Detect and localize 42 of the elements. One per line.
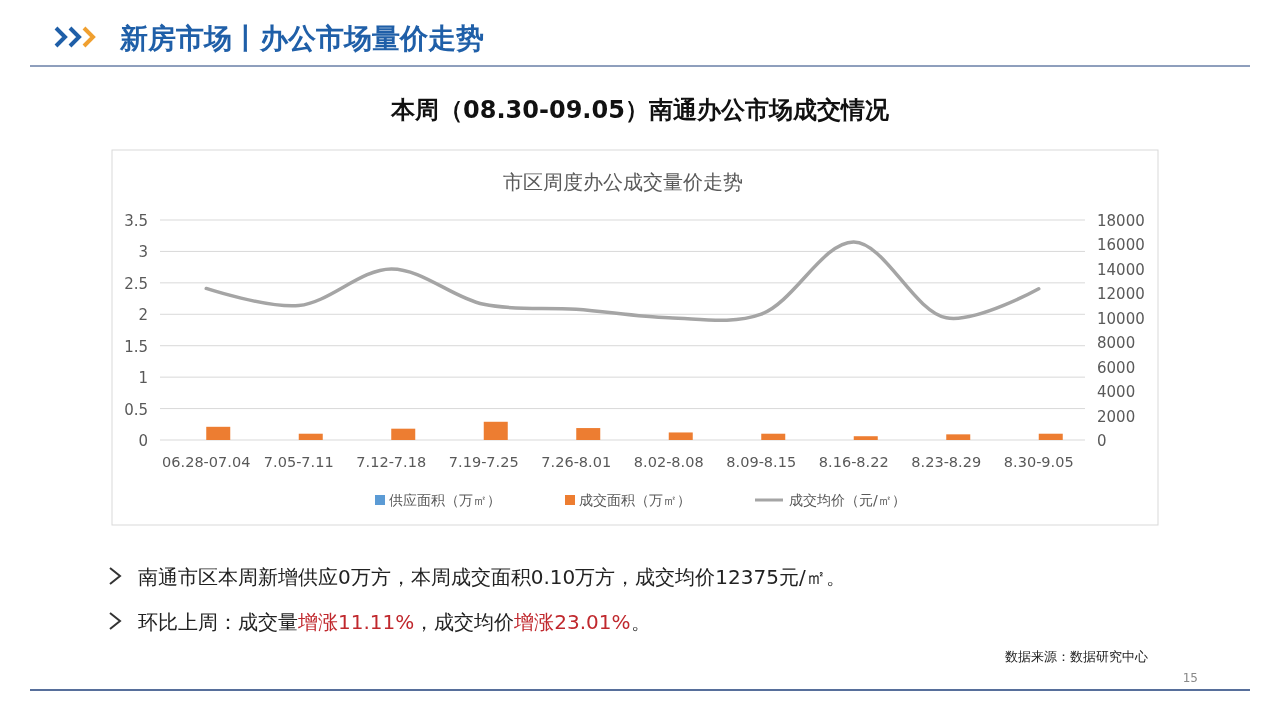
text: 新房市场丨办公市场量价走势: [119, 22, 484, 55]
x-tick-label: 06.28-07.04: [162, 454, 251, 470]
x-tick-label: 7.26-8.01: [541, 454, 612, 470]
y-tick-label: 0: [138, 432, 148, 450]
y2-tick-label: 14000: [1097, 260, 1145, 279]
y-tick-label: 3.5: [124, 212, 148, 230]
legend-label: 成交面积（万㎡）: [579, 492, 691, 508]
y2-tick-label: 10000: [1097, 309, 1145, 328]
y-tick-label: 1.5: [124, 337, 148, 356]
x-tick-label: 8.09-8.15: [726, 454, 797, 470]
text: 15: [1182, 671, 1198, 685]
y-tick-label: 1: [138, 369, 148, 388]
text: 环比上周：成交量: [138, 610, 298, 634]
x-tick-label: 7.05-7.11: [263, 454, 334, 470]
text: 增涨11.11%: [297, 610, 415, 634]
y2-tick-label: 16000: [1097, 236, 1145, 255]
legend-label: 成交均价（元/㎡）: [789, 492, 906, 508]
x-tick-label: 8.16-8.22: [818, 454, 889, 470]
legend-label: 供应面积（万㎡）: [389, 492, 501, 508]
chart-title: 市区周度办公成交量价走势: [502, 170, 743, 194]
y-tick-label: 2: [138, 306, 148, 325]
y2-tick-label: 8000: [1097, 334, 1136, 353]
text: 增涨23.01%: [513, 610, 631, 634]
y-tick-label: 3: [138, 243, 148, 262]
text: 。: [630, 610, 651, 634]
text: ，成交均价: [414, 610, 515, 634]
x-tick-label: 7.19-7.25: [448, 454, 519, 470]
y2-tick-label: 12000: [1097, 285, 1145, 304]
source-note: 数据来源：数据研究中心: [1005, 649, 1148, 664]
y2-tick-label: 4000: [1097, 383, 1136, 402]
x-tick-label: 8.23-8.29: [911, 454, 982, 470]
text: 南通市区本周新增供应0万方，本周成交面积0.10万方，成交均价12375元/㎡。: [138, 565, 846, 589]
y-tick-label: 0.5: [124, 400, 148, 419]
y-tick-label: 2.5: [124, 274, 148, 293]
chart-subtitle: 本周（08.30-09.05）南通办公市场成交情况: [390, 96, 890, 124]
x-tick-label: 8.30-9.05: [1003, 454, 1074, 470]
y2-tick-label: 2000: [1097, 407, 1136, 426]
y2-tick-label: 6000: [1097, 358, 1136, 377]
x-tick-label: 8.02-8.08: [633, 454, 704, 470]
y2-tick-label: 18000: [1097, 212, 1145, 230]
x-tick-label: 7.12-7.18: [356, 454, 427, 470]
y2-tick-label: 0: [1097, 432, 1107, 450]
